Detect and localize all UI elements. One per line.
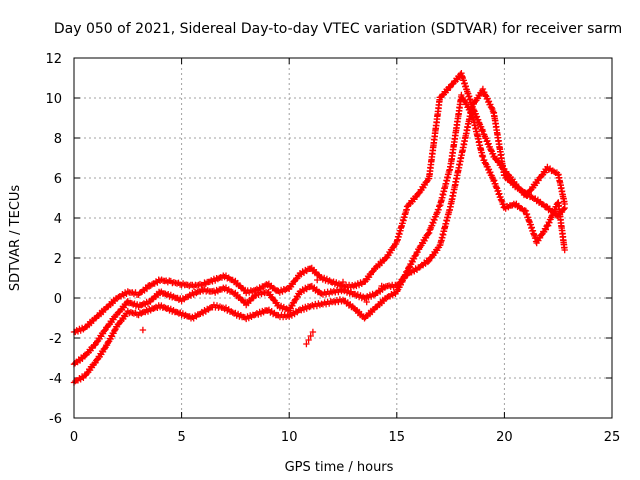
- plot-frame: [73, 57, 613, 419]
- data-point-marker: [479, 153, 487, 161]
- x-axis-label: GPS time / hours: [285, 460, 394, 475]
- data-point-marker: [409, 258, 416, 265]
- y-tick-label: 12: [45, 52, 62, 67]
- data-point-marker: [425, 230, 432, 237]
- data-point-marker: [561, 246, 568, 254]
- chart-title: Day 050 of 2021, Sidereal Day-to-day VTE…: [54, 21, 622, 37]
- y-tick-label: 4: [54, 212, 62, 227]
- y-tick-label: 8: [54, 132, 62, 147]
- x-tick-label: 25: [604, 430, 621, 445]
- data-point-marker: [363, 298, 370, 306]
- y-tick-label: 6: [54, 172, 62, 187]
- y-axis-label: SDTVAR / TECUs: [8, 185, 23, 292]
- y-tick-label: 10: [45, 92, 62, 107]
- x-tick-label: 5: [177, 430, 185, 445]
- data-point-marker: [143, 285, 151, 293]
- data-point-marker: [309, 328, 317, 336]
- data-point-marker: [399, 278, 406, 286]
- grid: [74, 58, 612, 418]
- data-point-marker: [101, 345, 108, 352]
- x-tick-label: 15: [389, 430, 406, 445]
- data-point-marker: [479, 85, 487, 93]
- y-tick-label: 2: [54, 252, 62, 267]
- y-tick-label: 0: [54, 292, 62, 307]
- data-point-marker: [314, 276, 321, 284]
- data-point-marker: [139, 326, 147, 334]
- data-point-marker: [485, 98, 493, 105]
- data-marks: [70, 70, 568, 386]
- data-point-marker: [378, 282, 385, 290]
- y-tick-label: -2: [49, 332, 62, 347]
- x-tick-label: 0: [70, 430, 78, 445]
- data-point-marker: [303, 340, 310, 348]
- x-tick-label: 20: [496, 430, 513, 445]
- data-point-marker: [485, 166, 493, 173]
- data-point-marker: [521, 189, 528, 196]
- data-point-marker: [305, 336, 312, 344]
- x-tick-label: 10: [281, 430, 298, 445]
- data-point-marker: [551, 206, 559, 214]
- y-tick-label: -6: [49, 412, 62, 427]
- data-point-marker: [546, 219, 553, 226]
- data-point-marker: [339, 278, 347, 286]
- data-point-marker: [561, 204, 568, 212]
- tick-labels: 0 5 10 15 20 25 -6 -4 -2 0 2 4 6 8 10 12: [45, 52, 620, 445]
- y-tick-label: -4: [49, 372, 62, 387]
- data-point-marker: [307, 332, 314, 340]
- data-point-marker: [397, 281, 404, 288]
- data-point-marker: [488, 104, 495, 111]
- data-point-marker: [542, 226, 549, 233]
- data-point-marker: [410, 255, 418, 263]
- data-point-marker: [424, 258, 432, 266]
- data-point-marker: [173, 280, 181, 287]
